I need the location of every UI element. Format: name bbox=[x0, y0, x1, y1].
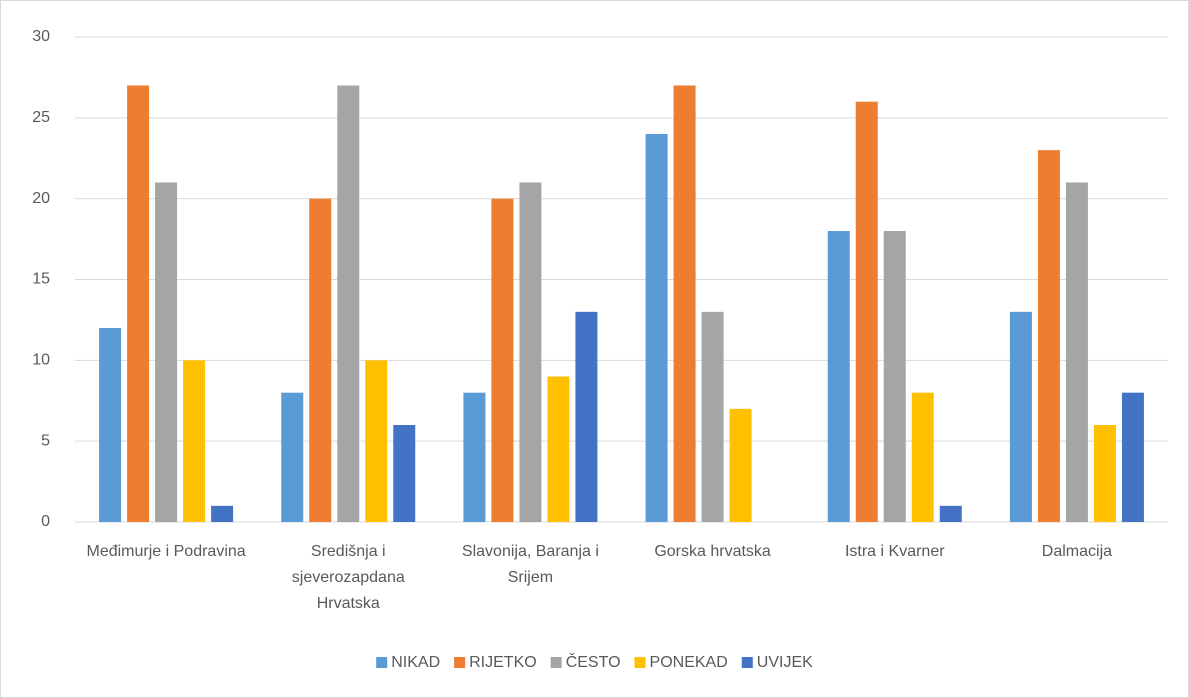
bar bbox=[1093, 425, 1116, 522]
bar bbox=[575, 311, 598, 522]
bar bbox=[281, 392, 304, 522]
x-tick-label-line: Dalmacija bbox=[1042, 543, 1112, 560]
bar bbox=[1037, 150, 1060, 522]
bar bbox=[155, 182, 178, 522]
bar bbox=[1009, 311, 1032, 522]
x-tick-label: Dalmacija bbox=[1042, 543, 1112, 560]
bar bbox=[519, 182, 542, 522]
x-tick-label-line: sjeverozapdana bbox=[292, 569, 405, 586]
x-tick-label: Središnja i sjeverozapdana Hrvatska bbox=[292, 543, 405, 612]
bar bbox=[393, 425, 416, 522]
x-tick-label-line: Hrvatska bbox=[317, 595, 380, 612]
legend-swatch bbox=[454, 657, 466, 668]
x-tick-label-line: Međimurje i Podravina bbox=[86, 543, 245, 560]
legend-swatch bbox=[741, 657, 753, 668]
bar bbox=[645, 134, 668, 522]
legend-label: RIJETKO bbox=[469, 654, 537, 671]
bar bbox=[883, 231, 906, 522]
bar bbox=[1121, 392, 1144, 522]
bar bbox=[827, 231, 850, 522]
x-tick-label: Istra i Kvarner bbox=[845, 543, 945, 560]
bar bbox=[673, 85, 696, 522]
bar bbox=[491, 198, 514, 522]
x-tick-label-line: Središnja i bbox=[311, 543, 386, 560]
y-tick-label: 0 bbox=[41, 513, 50, 530]
bar bbox=[1065, 182, 1088, 522]
bar bbox=[911, 392, 934, 522]
bar bbox=[939, 505, 962, 522]
y-tick-label: 5 bbox=[41, 432, 50, 449]
legend-label: UVIJEK bbox=[757, 654, 813, 671]
y-tick-label: 30 bbox=[32, 28, 50, 45]
y-tick-label: 20 bbox=[32, 190, 50, 207]
x-tick-label: Slavonija, Baranja i Srijem bbox=[462, 543, 599, 586]
legend-label: NIKAD bbox=[391, 654, 440, 671]
bar bbox=[701, 311, 724, 522]
legend-swatch bbox=[376, 657, 388, 668]
bar bbox=[547, 376, 570, 522]
bar bbox=[365, 360, 388, 522]
x-tick-label: Gorska hrvatska bbox=[654, 543, 771, 560]
bar bbox=[309, 198, 332, 522]
legend-label: ČESTO bbox=[566, 652, 621, 671]
x-tick-label-line: Srijem bbox=[508, 569, 553, 586]
x-tick-label-line: Slavonija, Baranja i bbox=[462, 543, 599, 560]
x-tick-label-line: Istra i Kvarner bbox=[845, 543, 945, 560]
bar bbox=[127, 85, 150, 522]
x-tick-label: Međimurje i Podravina bbox=[86, 543, 245, 560]
bar bbox=[211, 505, 234, 522]
bar bbox=[183, 360, 206, 522]
bar bbox=[463, 392, 486, 522]
bar bbox=[855, 101, 878, 523]
legend-swatch bbox=[634, 657, 646, 668]
y-tick-label: 10 bbox=[32, 352, 50, 369]
bar bbox=[729, 408, 752, 522]
bar bbox=[337, 85, 360, 522]
legend-label: PONEKAD bbox=[650, 654, 728, 671]
y-tick-label: 15 bbox=[32, 271, 50, 288]
legend: NIKAD RIJETKO ČESTO PONEKAD UVIJEK bbox=[376, 652, 813, 671]
bar bbox=[99, 328, 122, 522]
y-tick-label: 25 bbox=[32, 109, 50, 126]
x-tick-label-line: Gorska hrvatska bbox=[654, 543, 771, 560]
legend-swatch bbox=[550, 657, 562, 668]
